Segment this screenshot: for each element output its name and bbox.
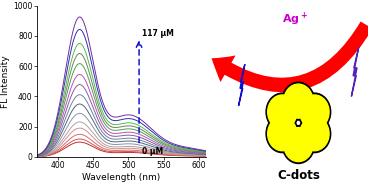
Text: 0 μM: 0 μM [142,147,163,156]
Circle shape [300,95,329,129]
Circle shape [298,115,331,153]
Circle shape [268,117,297,151]
Polygon shape [238,64,245,106]
Circle shape [282,82,315,120]
Polygon shape [351,47,359,96]
Text: $\mathbf{Ag^+}$: $\mathbf{Ag^+}$ [282,10,308,28]
FancyArrowPatch shape [212,22,368,92]
Text: 117 μM: 117 μM [142,29,174,38]
Circle shape [268,95,297,129]
Y-axis label: FL Intensity: FL Intensity [1,55,10,108]
Text: C-dots: C-dots [277,169,320,182]
Circle shape [266,93,298,131]
Circle shape [266,115,298,153]
Circle shape [282,126,315,163]
Circle shape [298,93,331,131]
Circle shape [284,84,313,118]
Circle shape [284,128,313,162]
X-axis label: Wavelength (nm): Wavelength (nm) [82,173,160,182]
Circle shape [300,117,329,151]
